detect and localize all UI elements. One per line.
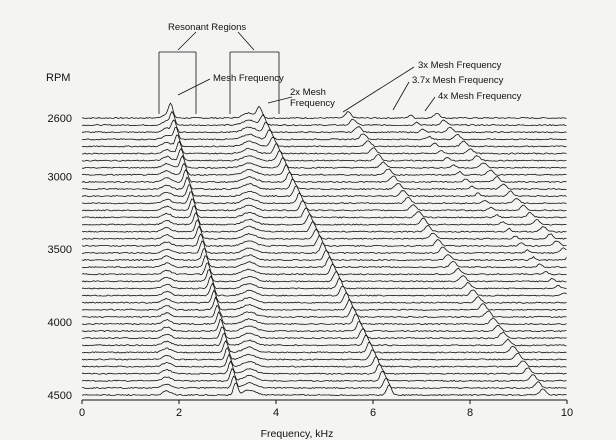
mesh-4x-pointer [424,96,436,112]
x-ticks: 0 2 4 6 8 10 [79,400,573,419]
spectrum-trace [81,275,567,290]
spectrum-trace [81,162,567,176]
spectrum-trace [81,119,567,134]
spectrum-trace [81,102,567,120]
x-tick-label: 6 [370,407,376,419]
spectrum-trace [81,340,567,354]
spectrum-trace [81,318,567,333]
spectrum-trace [81,147,567,162]
spectrum-trace [81,154,567,169]
spectrum-trace [81,304,567,318]
x-axis-title: Frequency, kHz [261,428,334,440]
spectrum-trace [81,134,567,148]
spectrum-trace [81,204,567,219]
mesh-2x-pointer [267,96,293,104]
annotation-mesh-3x: 3x Mesh Frequency [418,60,502,71]
spectrum-trace [81,184,567,198]
spectrum-trace [81,110,567,127]
spectrum-trace [81,367,567,382]
spectrum-traces [81,102,567,397]
y-tick-label: 2600 [48,113,72,125]
x-tick-label: 10 [561,407,573,419]
spectrum-trace [81,248,567,262]
y-tick-label: 4000 [48,317,72,329]
annotation-mesh-4x: 4x Mesh Frequency [438,91,522,102]
x-tick-label: 4 [273,407,279,419]
x-tick-label: 8 [467,407,473,419]
x-tick-label: 2 [176,407,182,419]
spectrum-trace [81,289,567,304]
annotation-mesh-3-7x: 3.7x Mesh Frequency [412,75,504,86]
annotation-mesh-2x: 2x Mesh Frequency [290,87,335,109]
spectrum-trace [81,332,567,347]
spectrum-trace [81,268,567,283]
x-tick-label: 0 [79,407,85,419]
annotation-mesh-2x-line1: 2x Mesh [290,87,326,98]
resonant-region-pointer [237,31,255,51]
spectrum-trace [81,360,567,375]
spectrum-trace [81,255,567,269]
y-tick-label: 3000 [48,171,72,183]
spectrum-trace [81,127,567,141]
spectrum-trace [81,353,567,368]
mesh-3-7x-pointer [392,81,410,111]
spectrum-trace [81,382,567,397]
spectrum-trace [81,262,567,276]
y-axis-title: RPM [46,72,70,84]
spectrum-trace [81,346,567,361]
spectrum-trace [81,211,567,226]
spectrum-trace [81,169,567,183]
resonant-region-pointer [177,31,197,51]
mesh-3x-pointer [342,66,415,113]
spectrum-trace [81,219,567,233]
y-ticks: 2600 3000 3500 4000 4500 [48,113,72,402]
y-tick-label: 3500 [48,244,72,256]
annotations: Resonant Regions Mesh Frequency 2x Mesh … [158,22,522,114]
spectrum-trace [81,375,567,389]
spectrum-trace [82,326,567,340]
spectrum-trace [81,282,567,297]
spectrum-trace [81,311,567,326]
annotation-resonant-regions: Resonant Regions [168,22,246,33]
spectrum-trace [81,240,567,254]
y-tick-label: 4500 [48,390,72,402]
spectrum-trace [81,176,567,191]
annotation-mesh-2x-line2: Frequency [290,98,335,109]
spectrum-trace [81,225,567,240]
spectrum-trace [81,198,567,212]
spectrum-trace [81,140,567,155]
mesh-frequency-pointer [177,78,211,96]
spectrum-trace [81,191,567,205]
spectrum-trace [81,296,567,311]
annotation-mesh-frequency: Mesh Frequency [213,73,284,84]
